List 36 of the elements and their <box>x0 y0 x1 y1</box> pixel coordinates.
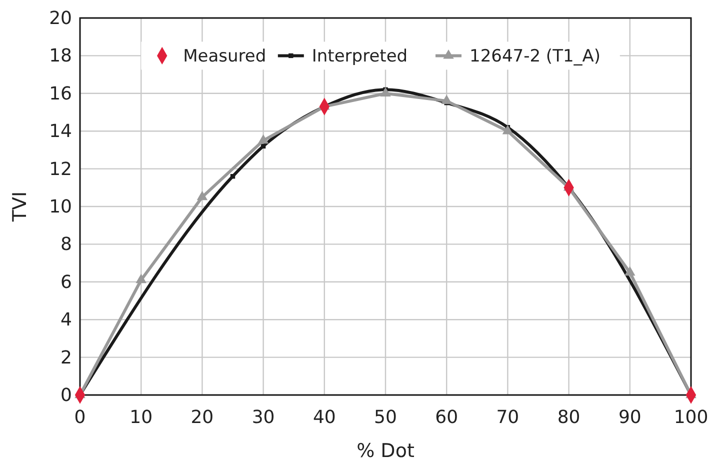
legend-label: 12647-2 (T1_A) <box>470 46 601 67</box>
point <box>380 87 391 96</box>
x-tick-label: 100 <box>674 407 708 428</box>
point <box>136 274 146 284</box>
x-tick-label: 40 <box>312 407 336 428</box>
y-tick-label: 14 <box>49 121 72 142</box>
x-tick-label: 30 <box>252 407 275 428</box>
y-tick-label: 2 <box>60 347 72 368</box>
y-tick-label: 0 <box>60 385 72 406</box>
point <box>196 190 208 200</box>
x-tick-label: 20 <box>190 407 214 428</box>
y-tick-label: 8 <box>60 234 72 256</box>
y-tick-label: 4 <box>60 310 72 331</box>
x-tick-label: 10 <box>130 407 153 428</box>
x-tick-label: 50 <box>374 407 397 428</box>
y-tick-label: 18 <box>49 46 72 67</box>
x-tick-label: 70 <box>496 407 520 428</box>
x-tick-label: 0 <box>74 407 86 428</box>
x-tick-label: 60 <box>435 407 458 428</box>
y-tick-label: 10 <box>49 196 72 218</box>
y-tick-label: 20 <box>49 8 72 29</box>
point <box>258 134 269 144</box>
y-tick-label: 6 <box>60 272 72 293</box>
point <box>502 124 514 134</box>
x-axis-title: % Dot <box>356 440 414 462</box>
legend-label: Interpreted <box>312 46 408 67</box>
x-tick-label: 90 <box>618 407 642 428</box>
y-axis-title: TVI <box>9 191 31 223</box>
y-tick-label: 12 <box>49 158 72 180</box>
point <box>260 144 266 149</box>
point <box>441 94 452 104</box>
y-tick-label: 16 <box>49 83 72 104</box>
point <box>230 174 236 179</box>
legend-label: Measured <box>183 46 266 67</box>
x-tick-label: 80 <box>557 407 580 428</box>
point <box>624 266 636 276</box>
